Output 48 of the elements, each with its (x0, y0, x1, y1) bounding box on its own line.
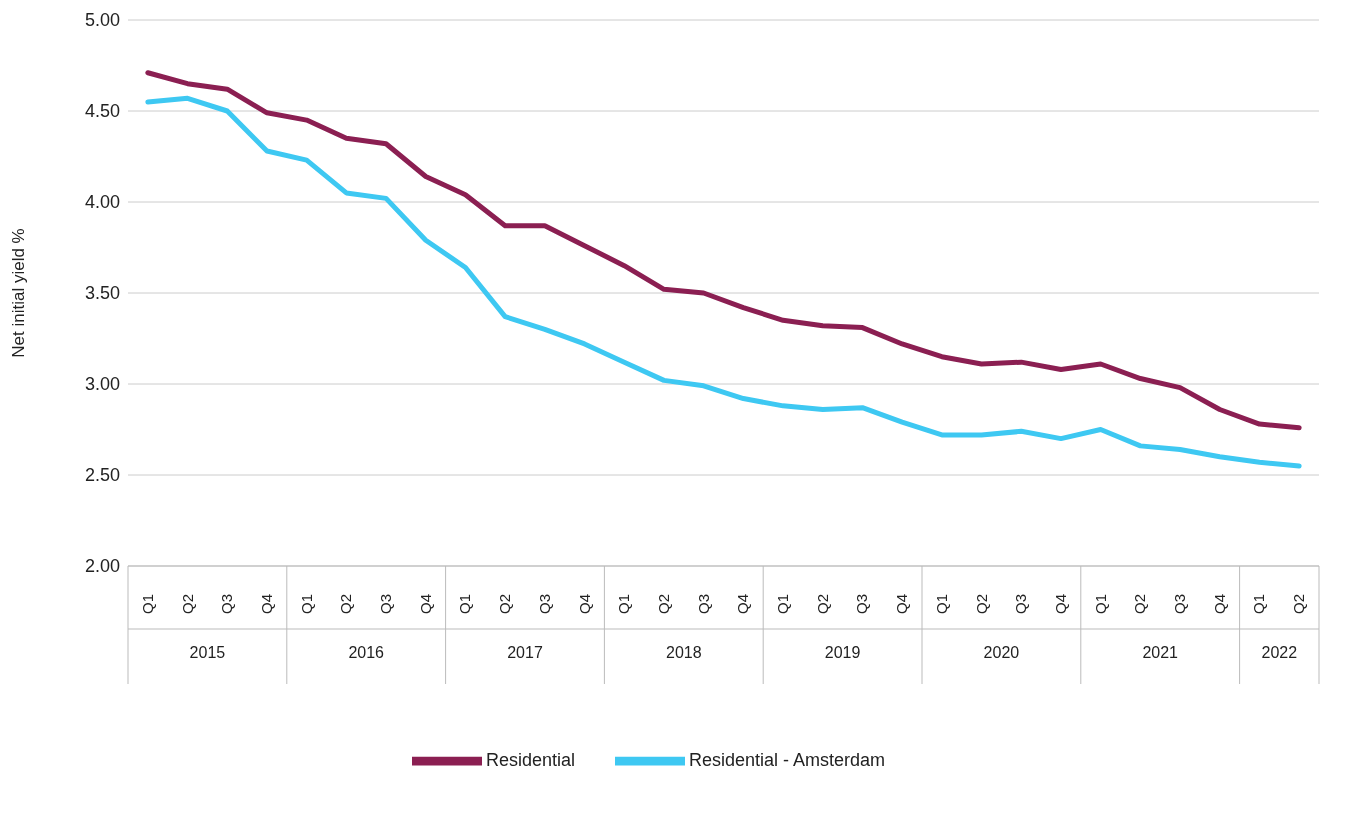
y-tick-label: 5.00 (84, 10, 120, 31)
x-tick-label: Q3 (1012, 593, 1030, 615)
x-tick-label: Q2 (972, 593, 990, 615)
y-axis-title: Net initial yield % (9, 228, 29, 358)
x-tick-label: Q3 (218, 593, 236, 615)
y-tick-label: 4.00 (84, 192, 120, 213)
text: 2016 (348, 644, 385, 661)
text: 2022 (1261, 644, 1298, 661)
y-tick-label: 2.50 (84, 465, 120, 486)
x-tick-label: Q2 (496, 593, 514, 615)
x-tick-label: Q2 (813, 593, 831, 615)
x-tick-label: Q3 (853, 593, 871, 615)
x-tick-label: Q3 (1171, 593, 1189, 615)
x-tick-label: Q4 (1051, 593, 1069, 615)
y-tick-label: 3.50 (84, 283, 120, 304)
legend-label: Residential - Amsterdam (688, 749, 886, 770)
x-tick-label: Q2 (654, 593, 672, 615)
y-tick-label: 2.00 (84, 556, 120, 577)
x-tick-label: Q3 (535, 593, 553, 615)
x-tick-label: Q1 (615, 593, 633, 615)
text: 2020 (983, 644, 1020, 661)
x-tick-label: Q4 (1210, 593, 1228, 615)
x-tick-label: Q4 (416, 593, 434, 615)
x-tick-label: Q2 (1131, 593, 1149, 615)
x-tick-label: Q3 (694, 593, 712, 615)
x-tick-label: Q1 (1091, 593, 1109, 615)
x-tick-label: Q1 (297, 593, 315, 615)
text: 2019 (824, 644, 861, 661)
x-tick-label: Q1 (932, 593, 950, 615)
legend-label: Residential (485, 749, 575, 770)
x-tick-label: Q1 (456, 593, 474, 615)
x-tick-label: Q3 (377, 593, 395, 615)
y-tick-label: 3.00 (84, 374, 120, 395)
text: 2018 (666, 644, 702, 661)
x-tick-label: Q1 (1250, 593, 1268, 615)
x-tick-label: Q2 (178, 593, 196, 615)
x-tick-label: Q4 (893, 593, 911, 615)
text: 2021 (1142, 644, 1179, 661)
text: 2015 (189, 644, 226, 661)
x-tick-label: Q1 (774, 593, 792, 615)
x-tick-label: Q2 (1290, 593, 1308, 615)
text: 2017 (507, 644, 543, 661)
x-tick-label: Q4 (257, 593, 275, 615)
x-tick-label: Q4 (734, 593, 752, 615)
y-tick-label: 4.50 (84, 101, 120, 122)
x-tick-label: Q4 (575, 593, 593, 615)
x-tick-label: Q1 (138, 593, 156, 615)
x-tick-label: Q2 (337, 593, 355, 615)
